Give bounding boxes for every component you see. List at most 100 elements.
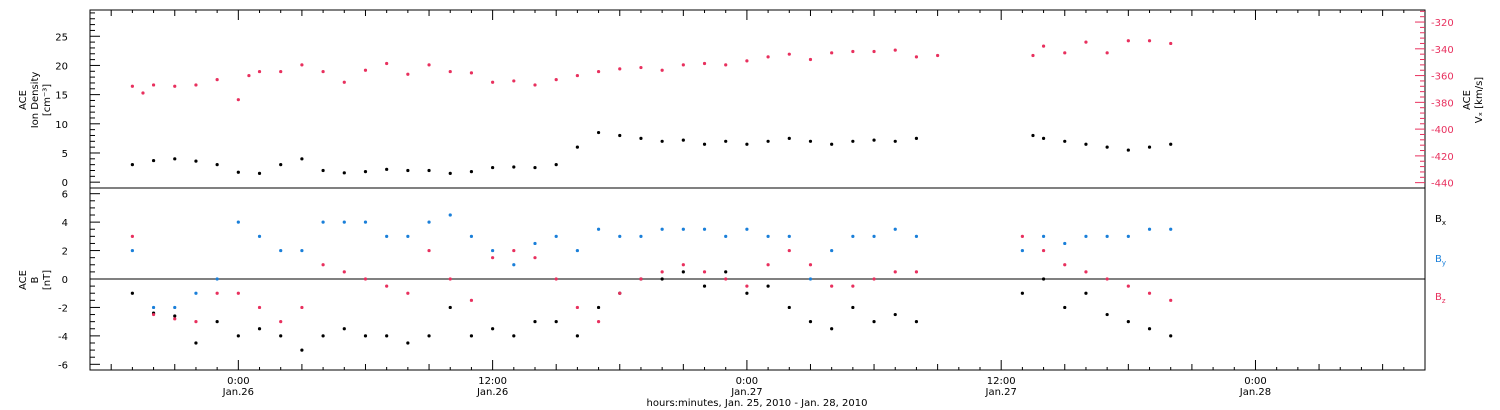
legend-by-main: B bbox=[1435, 254, 1442, 265]
density-point bbox=[491, 165, 495, 170]
density-point bbox=[215, 163, 219, 167]
b-tick-label: -2 bbox=[58, 303, 68, 314]
bz-point bbox=[618, 291, 622, 295]
by-point bbox=[830, 248, 834, 253]
vx-point bbox=[596, 69, 601, 74]
density-point bbox=[469, 170, 474, 174]
bz-point bbox=[215, 291, 219, 295]
density-point bbox=[1041, 136, 1046, 140]
vx-point bbox=[830, 51, 834, 55]
vx-point bbox=[151, 83, 156, 87]
vx-axis-label: ACE Vₓ [km/s] bbox=[1462, 77, 1485, 123]
bz-point bbox=[300, 305, 304, 310]
vx-point bbox=[491, 80, 495, 84]
bz-point bbox=[279, 320, 283, 324]
density-label-line1: ACE bbox=[18, 90, 29, 110]
bz-point bbox=[1147, 291, 1152, 295]
density-point bbox=[893, 139, 897, 143]
density-point bbox=[787, 136, 791, 140]
vx-point bbox=[724, 63, 728, 67]
vx-point bbox=[236, 98, 240, 102]
bz-point bbox=[257, 305, 262, 310]
vx-point bbox=[554, 77, 558, 82]
vx-point bbox=[342, 80, 346, 84]
bx-point bbox=[130, 291, 134, 295]
density-point bbox=[236, 170, 240, 174]
by-point bbox=[385, 234, 389, 238]
by-point bbox=[1105, 234, 1109, 238]
by-point bbox=[406, 234, 410, 238]
vx-point bbox=[247, 73, 251, 78]
density-point bbox=[342, 171, 346, 175]
by-point bbox=[851, 234, 855, 238]
bx-point bbox=[724, 270, 728, 274]
by-point bbox=[173, 305, 177, 310]
density-point bbox=[745, 142, 749, 146]
bx-point bbox=[702, 284, 707, 288]
density-point bbox=[512, 165, 516, 169]
density-point bbox=[808, 139, 813, 143]
vx-tick-label: -360 bbox=[1431, 72, 1454, 83]
density-point bbox=[1063, 139, 1067, 143]
bx-point bbox=[893, 312, 897, 317]
density-point bbox=[427, 168, 431, 173]
density-point bbox=[1169, 142, 1173, 146]
vx-point bbox=[1031, 53, 1035, 58]
bz-point bbox=[321, 263, 325, 267]
by-point bbox=[215, 277, 219, 281]
by-point bbox=[639, 234, 643, 238]
vx-point bbox=[702, 61, 707, 66]
by-point bbox=[893, 227, 897, 231]
vx-point bbox=[141, 91, 145, 95]
density-label-line2: Ion Density bbox=[30, 72, 41, 129]
b-tick-label: 2 bbox=[62, 247, 68, 258]
vx-point bbox=[681, 63, 685, 67]
vx-point bbox=[130, 84, 134, 88]
bx-point bbox=[660, 277, 664, 281]
density-point bbox=[554, 163, 558, 167]
bz-point bbox=[194, 320, 198, 324]
bx-point bbox=[575, 334, 579, 338]
vx-point bbox=[872, 49, 876, 54]
by-point bbox=[342, 220, 346, 224]
by-point bbox=[469, 234, 474, 238]
density-tick-label: 5 bbox=[62, 149, 68, 160]
density-point bbox=[1147, 145, 1152, 149]
bz-point bbox=[808, 263, 813, 267]
bx-point bbox=[257, 327, 262, 331]
bx-point bbox=[342, 327, 346, 331]
bx-point bbox=[300, 348, 304, 352]
bx-point bbox=[681, 270, 685, 274]
vx-point bbox=[321, 69, 325, 74]
vx-point bbox=[406, 72, 410, 76]
density-point bbox=[618, 133, 622, 138]
top-panel-ticks: 0 5 10 15 20 25 -440 -420 -400 -380 -360 -340 -320 bbox=[55, 10, 1454, 190]
bz-point bbox=[1020, 234, 1024, 238]
vx-point bbox=[660, 68, 664, 72]
by-point bbox=[236, 220, 240, 224]
density-axis-label: ACE Ion Density [cm⁻³] bbox=[18, 72, 53, 129]
bx-point bbox=[385, 334, 389, 338]
bz-point bbox=[130, 234, 134, 238]
legend-bz-main: B bbox=[1435, 292, 1442, 303]
bz-point bbox=[745, 284, 749, 288]
b-label-line2: B bbox=[30, 276, 41, 283]
bx-point bbox=[872, 320, 876, 324]
density-tick-label: 25 bbox=[55, 32, 68, 43]
bx-point bbox=[787, 305, 791, 310]
vx-point bbox=[575, 73, 579, 78]
by-point bbox=[512, 263, 516, 267]
density-point bbox=[1031, 133, 1035, 138]
bz-point bbox=[173, 317, 177, 321]
by-point bbox=[681, 227, 685, 231]
density-point bbox=[300, 157, 304, 161]
bx-point bbox=[1084, 291, 1088, 295]
bz-point bbox=[406, 291, 410, 295]
vx-point bbox=[279, 69, 283, 74]
vx-point bbox=[1063, 51, 1067, 55]
bx-point bbox=[533, 320, 537, 324]
vx-point bbox=[512, 79, 516, 83]
density-point bbox=[660, 139, 664, 143]
density-point bbox=[194, 159, 198, 163]
vx-point bbox=[766, 55, 770, 59]
